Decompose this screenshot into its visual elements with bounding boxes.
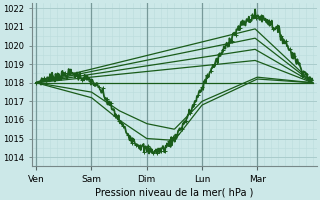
X-axis label: Pression niveau de la mer( hPa ): Pression niveau de la mer( hPa ) — [95, 187, 253, 197]
